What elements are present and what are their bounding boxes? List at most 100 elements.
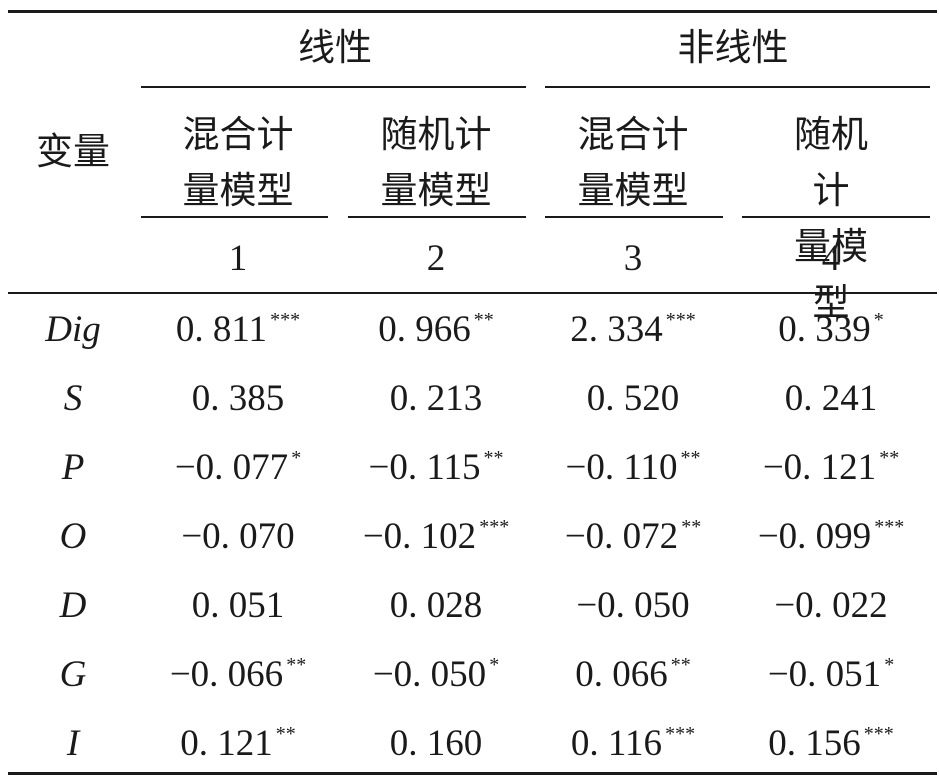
group-rule-nonlinear (545, 86, 930, 88)
table-cell: −0. 051 * (767, 654, 895, 695)
significance-stars: ** (681, 516, 702, 538)
table-cell: 0. 066 ** (575, 654, 691, 695)
significance-stars: * (873, 309, 884, 331)
table-cell: −0. 050 * (372, 654, 500, 695)
row-variable: O (59, 516, 87, 557)
table-cell: 0. 966 ** (378, 309, 494, 350)
row-variable: D (59, 585, 87, 626)
significance-stars: ** (483, 447, 504, 469)
cell-value: 0. 116 (570, 723, 663, 764)
significance-stars: *** (665, 723, 696, 745)
table-cell: 0. 116 *** (570, 723, 696, 764)
table-cell: 0. 213 (390, 380, 483, 417)
table-cell: −0. 070 (181, 518, 294, 555)
cell-value: 0. 339 (778, 309, 871, 350)
table-cell: −0. 121 ** (762, 447, 900, 488)
variable-header: 变量 (36, 132, 110, 173)
significance-stars: ** (879, 447, 900, 469)
cell-value: −0. 110 (565, 447, 678, 488)
significance-stars: ** (286, 654, 307, 676)
cell-value: 0. 213 (389, 378, 483, 419)
significance-stars: *** (863, 723, 894, 745)
cell-value: −0. 022 (774, 585, 888, 626)
top-rule (8, 10, 937, 13)
model-header-4: 随机计 量模型 (794, 115, 868, 324)
table-cell: 0. 028 (390, 587, 483, 624)
cell-value: −0. 102 (362, 516, 477, 557)
cell-value: 0. 121 (180, 723, 273, 764)
row-variable: G (59, 654, 87, 695)
significance-stars: *** (665, 309, 696, 331)
table-cell: 0. 339 * (778, 309, 884, 350)
table-cell: −0. 066 ** (169, 654, 307, 695)
model-rule-2 (348, 216, 526, 218)
cell-value: 0. 520 (586, 378, 680, 419)
significance-stars: * (489, 654, 500, 676)
significance-stars: * (884, 654, 895, 676)
model-header-1: 混合计 量模型 (182, 115, 294, 212)
cell-value: 0. 966 (378, 309, 471, 350)
significance-stars: ** (670, 654, 691, 676)
table-cell: 0. 385 (192, 380, 285, 417)
row-variable: S (63, 378, 83, 419)
cell-value: −0. 077 (174, 447, 289, 488)
table-cell: −0. 022 (774, 587, 887, 624)
row-variable: Dig (45, 309, 101, 350)
cell-value: 0. 160 (389, 723, 483, 764)
bottom-rule (8, 772, 937, 775)
column-number-3: 3 (623, 238, 643, 279)
cell-value: 2. 334 (570, 309, 663, 350)
cell-value: 0. 385 (191, 378, 285, 419)
table-cell: 0. 051 (192, 587, 285, 624)
significance-stars: *** (479, 516, 510, 538)
header-bottom-rule (8, 292, 937, 294)
group-header-nonlinear: 非线性 (677, 28, 789, 69)
table-cell: 0. 156 *** (768, 723, 894, 764)
table-cell: 0. 811 *** (175, 309, 301, 350)
significance-stars: ** (680, 447, 701, 469)
cell-value: −0. 072 (564, 516, 679, 557)
significance-stars: *** (270, 309, 301, 331)
column-number-1: 1 (228, 238, 248, 279)
table-cell: 0. 520 (587, 380, 680, 417)
cell-value: 0. 066 (575, 654, 668, 695)
significance-stars: ** (473, 309, 494, 331)
significance-stars: ** (275, 723, 296, 745)
table-cell: 0. 241 (785, 380, 878, 417)
table-cell: −0. 077 * (174, 447, 302, 488)
cell-value: 0. 051 (191, 585, 285, 626)
group-header-linear: 线性 (298, 28, 372, 69)
cell-value: 0. 241 (784, 378, 878, 419)
cell-value: −0. 070 (181, 516, 295, 557)
significance-stars: *** (874, 516, 905, 538)
table-cell: −0. 050 (576, 587, 689, 624)
cell-value: −0. 050 (372, 654, 487, 695)
cell-value: −0. 099 (757, 516, 872, 557)
model-header-2: 随机计 量模型 (380, 115, 492, 212)
table-cell: −0. 102 *** (362, 516, 510, 557)
cell-value: −0. 050 (576, 585, 690, 626)
table-cell: −0. 115 ** (368, 447, 504, 488)
row-variable: I (66, 723, 80, 764)
cell-value: 0. 811 (175, 309, 268, 350)
model-rule-1 (141, 216, 328, 218)
model-header-3: 混合计 量模型 (577, 115, 689, 212)
table-cell: 2. 334 *** (570, 309, 696, 350)
model-rule-3 (545, 216, 723, 218)
model-rule-4 (742, 216, 930, 218)
cell-value: 0. 156 (768, 723, 861, 764)
row-variable: P (61, 447, 85, 488)
table-cell: 0. 160 (390, 725, 483, 762)
cell-value: 0. 028 (389, 585, 483, 626)
table-cell: −0. 099 *** (757, 516, 905, 557)
cell-value: −0. 051 (767, 654, 882, 695)
table-cell: −0. 072 ** (564, 516, 702, 557)
table-cell: −0. 110 ** (565, 447, 701, 488)
column-number-4: 4 (821, 238, 841, 279)
significance-stars: * (291, 447, 302, 469)
cell-value: −0. 115 (368, 447, 481, 488)
table-cell: 0. 121 ** (180, 723, 296, 764)
cell-value: −0. 121 (762, 447, 877, 488)
cell-value: −0. 066 (169, 654, 284, 695)
column-number-2: 2 (426, 238, 446, 279)
